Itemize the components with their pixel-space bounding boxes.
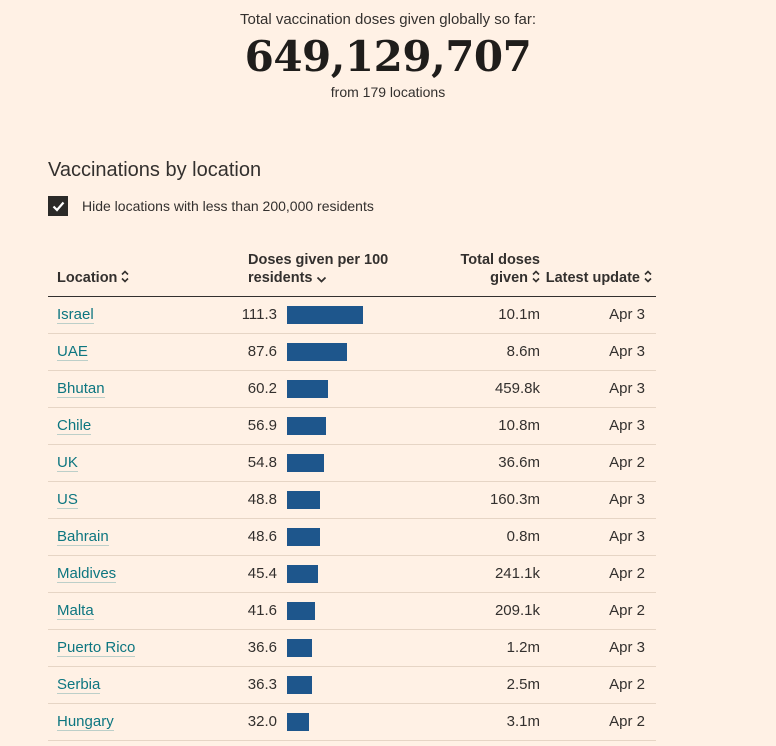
doses-per-100-value: 48.8 <box>247 491 277 509</box>
table-row: US 48.8 160.3m Apr 3 <box>48 482 656 519</box>
table-row: Maldives 45.4 241.1k Apr 2 <box>48 556 656 593</box>
doses-bar <box>287 342 347 361</box>
latest-update-value: Apr 3 <box>609 639 645 657</box>
checkmark-icon <box>52 201 64 212</box>
latest-update-value: Apr 3 <box>609 343 645 361</box>
table-row: Bahrain 48.6 0.8m Apr 3 <box>48 519 656 556</box>
doses-bar <box>287 712 309 731</box>
table-row: Hungary 32.0 3.1m Apr 2 <box>48 704 656 741</box>
filter-row: Hide locations with less than 200,000 re… <box>48 196 728 217</box>
doses-bar <box>287 527 320 546</box>
locations-count-label: from 179 locations <box>330 84 446 101</box>
doses-per-100-value: 56.9 <box>247 417 277 435</box>
sort-desc-icon <box>316 270 327 288</box>
total-doses-value: 0.8m <box>506 528 540 546</box>
location-link[interactable]: Puerto Rico <box>57 639 136 658</box>
doses-per-100-value: 36.3 <box>247 676 277 694</box>
table-row: Puerto Rico 36.6 1.2m Apr 3 <box>48 630 656 667</box>
total-doses-value: 10.8m <box>498 417 540 435</box>
location-link[interactable]: Bahrain <box>57 528 109 547</box>
doses-per-100-value: 36.6 <box>247 639 277 657</box>
doses-per-100-value: 60.2 <box>247 380 277 398</box>
table-row: Chile 56.9 10.8m Apr 3 <box>48 408 656 445</box>
column-header-latest-update-label: Latest update <box>545 270 640 287</box>
total-doses-value: 2.5m <box>506 676 540 694</box>
summary-label: Total vaccination doses given globally s… <box>239 11 536 28</box>
sort-icon <box>644 270 652 288</box>
doses-bar <box>287 416 326 435</box>
total-doses-value: 3.1m <box>506 713 540 731</box>
doses-per-100-value: 87.6 <box>247 343 277 361</box>
column-header-location-label: Location <box>57 270 118 287</box>
latest-update-value: Apr 2 <box>609 676 645 694</box>
location-link[interactable]: Chile <box>57 417 92 436</box>
total-doses-value: 459.8k <box>494 380 540 398</box>
doses-bar <box>287 490 320 509</box>
location-link[interactable]: US <box>57 491 78 510</box>
doses-per-100-value: 32.0 <box>247 713 277 731</box>
latest-update-value: Apr 2 <box>609 713 645 731</box>
total-doses-value: 8.6m <box>506 343 540 361</box>
doses-bar <box>287 601 315 620</box>
sort-icon <box>121 270 129 288</box>
location-link[interactable]: Bhutan <box>57 380 105 399</box>
doses-bar <box>287 564 318 583</box>
doses-per-100-value: 45.4 <box>247 565 277 583</box>
column-header-latest-update[interactable]: Latest update <box>540 269 656 288</box>
doses-bar <box>287 638 312 657</box>
latest-update-value: Apr 2 <box>609 602 645 620</box>
total-doses-value: 241.1k <box>494 565 540 583</box>
doses-per-100-value: 48.6 <box>247 528 277 546</box>
location-link[interactable]: Maldives <box>57 565 117 584</box>
table-row: Serbia 36.3 2.5m Apr 2 <box>48 667 656 704</box>
doses-bar <box>287 675 312 694</box>
latest-update-value: Apr 3 <box>609 380 645 398</box>
location-link[interactable]: Hungary <box>57 713 114 732</box>
table-header-row: Location Doses given per 100 residents T… <box>48 251 656 297</box>
total-doses-value: 36.6m <box>498 454 540 472</box>
global-summary: Total vaccination doses given globally s… <box>0 0 776 100</box>
table-row: UK 54.8 36.6m Apr 2 <box>48 445 656 482</box>
latest-update-value: Apr 2 <box>609 454 645 472</box>
total-doses-value: 10.1m <box>498 306 540 324</box>
table-row: Israel 111.3 10.1m Apr 3 <box>48 297 656 334</box>
sort-icon <box>532 270 540 288</box>
column-header-doses-per-100-label: Doses given per 100 residents <box>248 252 389 287</box>
latest-update-value: Apr 2 <box>609 565 645 583</box>
column-header-location[interactable]: Location <box>48 269 238 288</box>
vaccinations-table: Location Doses given per 100 residents T… <box>48 251 656 741</box>
table-row: Bhutan 60.2 459.8k Apr 3 <box>48 371 656 408</box>
total-doses-value: 160.3m <box>489 491 540 509</box>
table-row: UAE 87.6 8.6m Apr 3 <box>48 334 656 371</box>
table-row: Malta 41.6 209.1k Apr 2 <box>48 593 656 630</box>
doses-bar <box>287 453 324 472</box>
column-header-total-doses[interactable]: Total doses given <box>420 251 541 288</box>
latest-update-value: Apr 3 <box>609 417 645 435</box>
doses-per-100-value: 41.6 <box>247 602 277 620</box>
location-link[interactable]: Israel <box>57 306 94 325</box>
total-doses-value: 209.1k <box>494 602 540 620</box>
location-link[interactable]: Serbia <box>57 676 101 695</box>
doses-per-100-value: 111.3 <box>241 306 277 324</box>
doses-per-100-value: 54.8 <box>247 454 277 472</box>
column-header-total-doses-label: Total doses given <box>460 252 541 287</box>
doses-bar <box>287 379 328 398</box>
total-doses-value: 1.2m <box>506 639 540 657</box>
table-body: Israel 111.3 10.1m Apr 3 UAE 87.6 8.6m A… <box>48 297 656 741</box>
total-doses-count: 649,129,707 <box>244 32 532 81</box>
latest-update-value: Apr 3 <box>609 528 645 546</box>
vaccinations-section: Vaccinations by location Hide locations … <box>48 159 728 217</box>
hide-small-locations-checkbox[interactable] <box>48 196 68 217</box>
location-link[interactable]: UAE <box>57 343 88 362</box>
location-link[interactable]: UK <box>57 454 78 473</box>
doses-bar <box>287 305 363 324</box>
latest-update-value: Apr 3 <box>609 491 645 509</box>
section-title: Vaccinations by location <box>48 159 262 182</box>
location-link[interactable]: Malta <box>57 602 94 621</box>
filter-label: Hide locations with less than 200,000 re… <box>82 198 374 215</box>
latest-update-value: Apr 3 <box>609 306 645 324</box>
column-header-doses-per-100[interactable]: Doses given per 100 residents <box>238 251 420 288</box>
